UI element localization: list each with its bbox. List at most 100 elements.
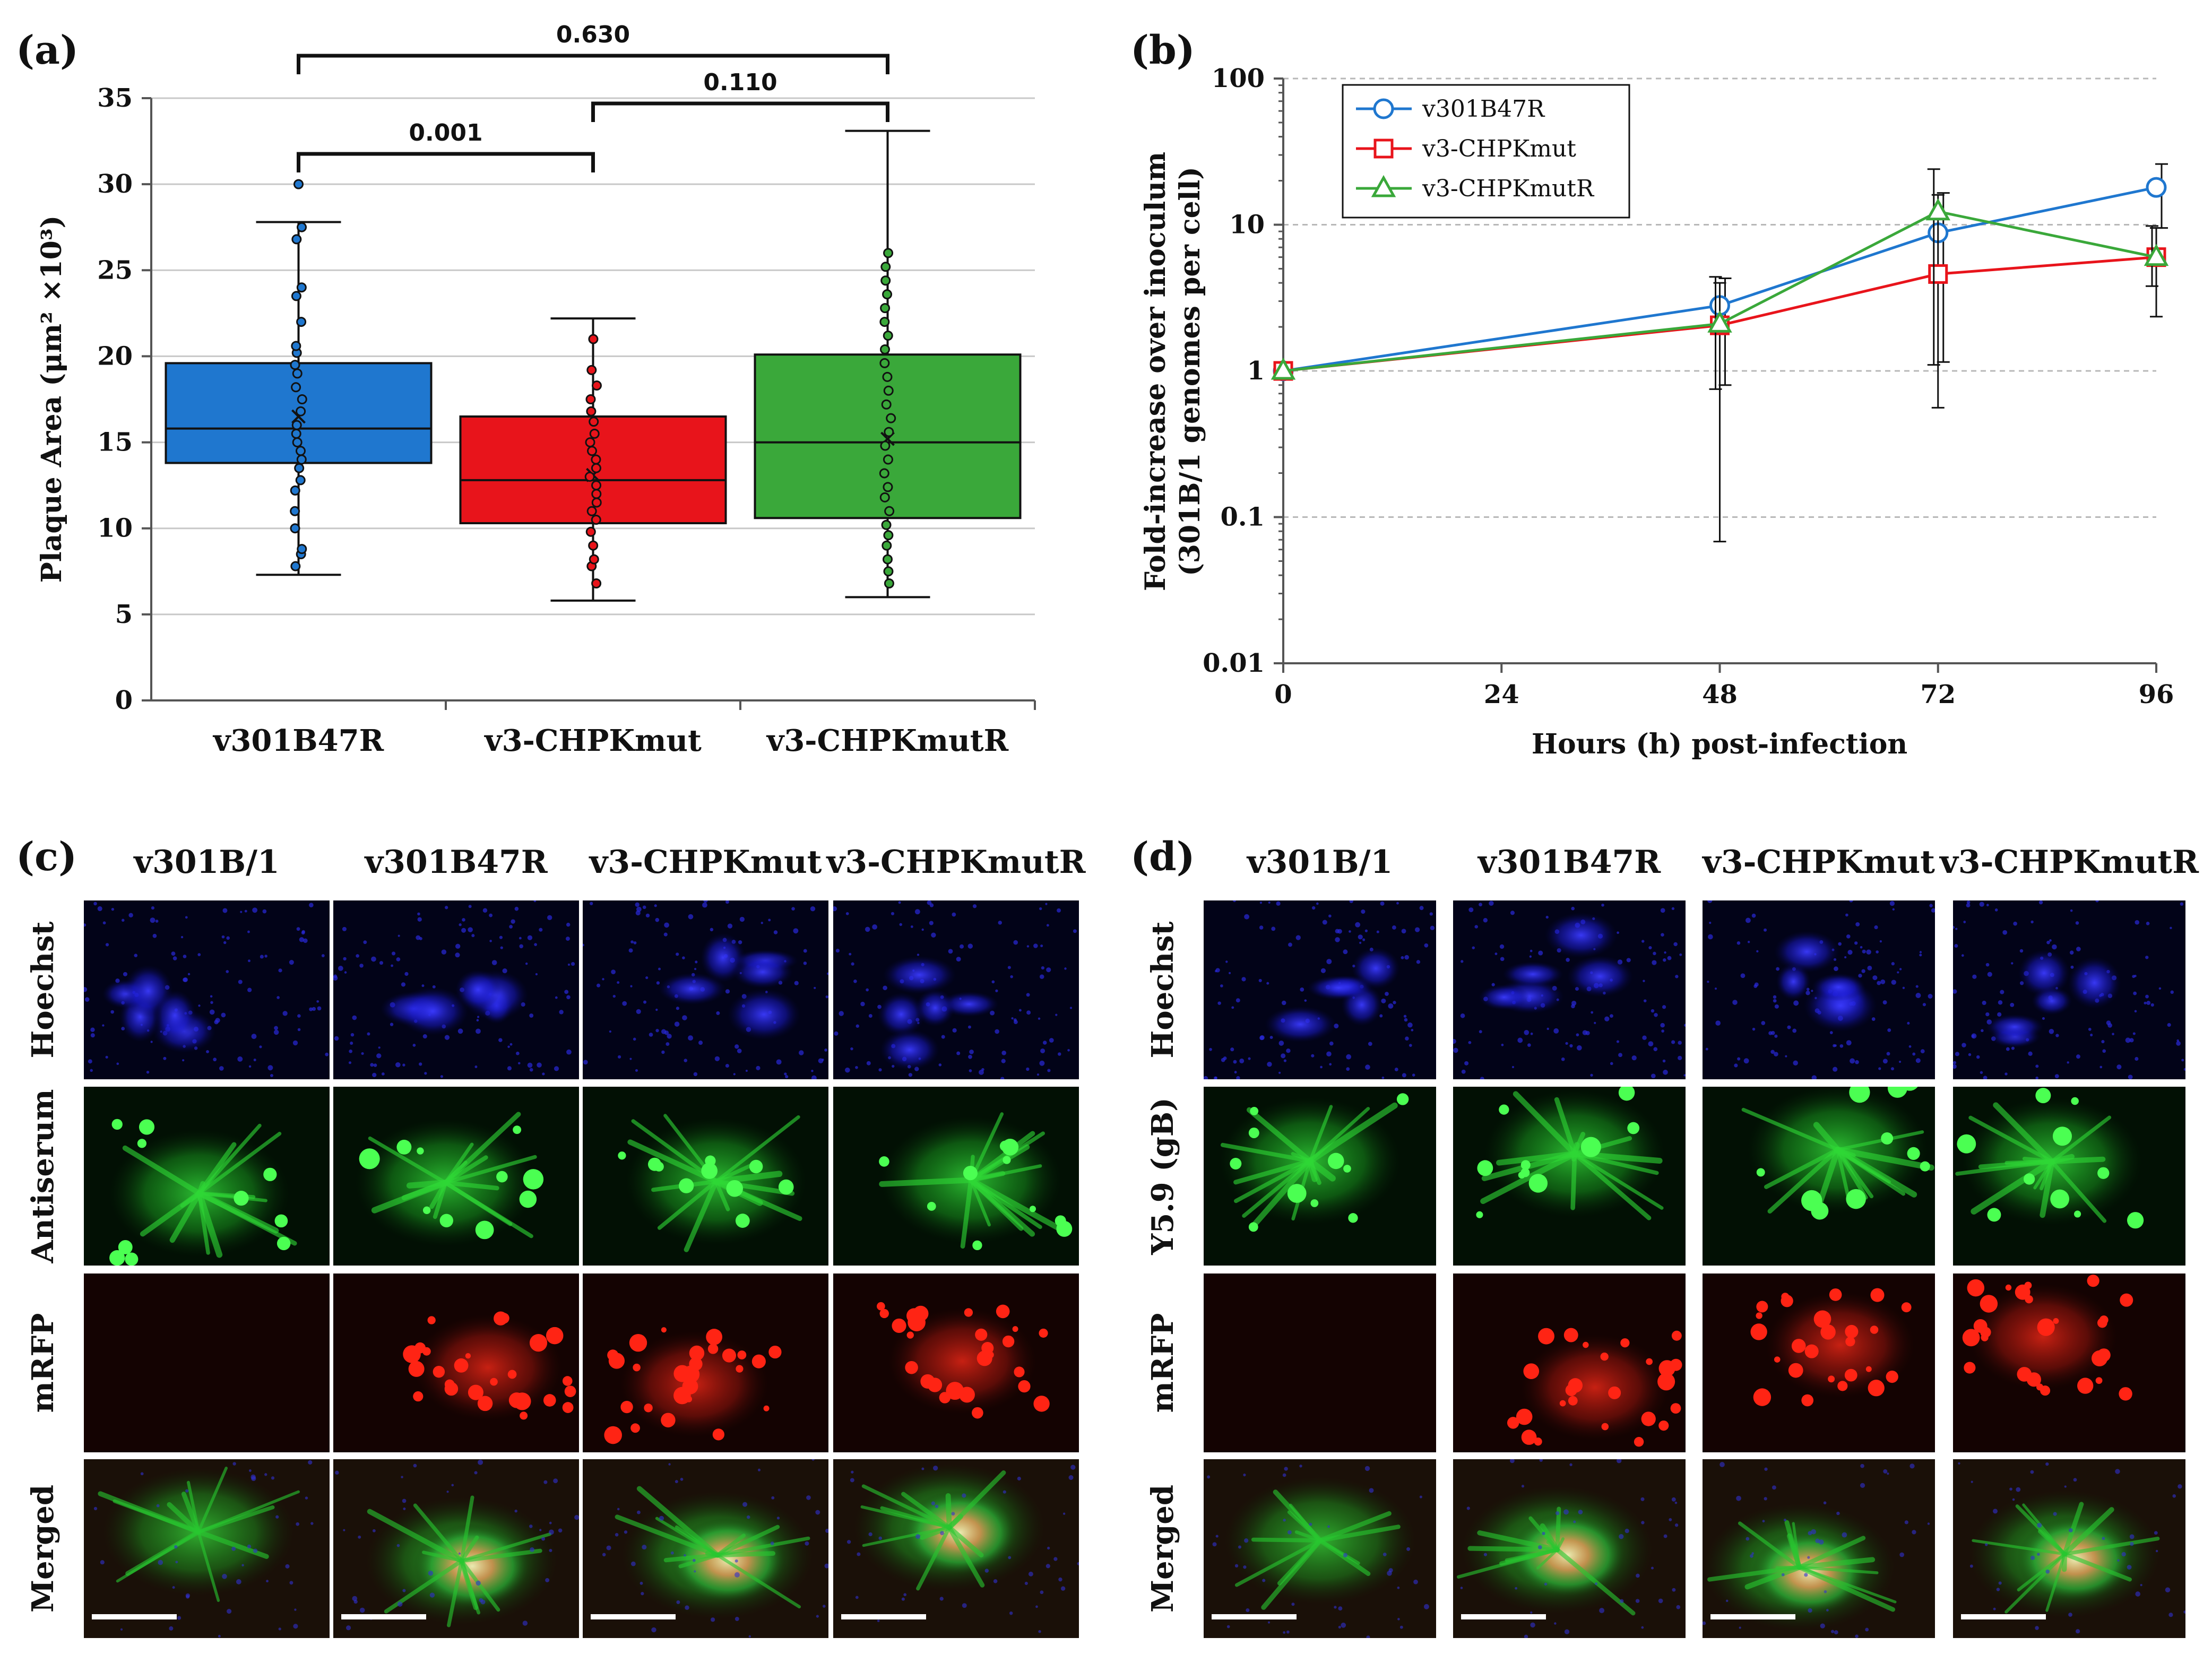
merged-process [1457,1548,1559,1579]
nucleus [737,1049,742,1053]
merged-nucleus [1834,1630,1838,1635]
merged-nucleus [1530,1611,1533,1614]
merged-nucleus [222,1574,227,1579]
nucleus [645,913,650,918]
nucleus [1379,1014,1383,1018]
fluorescent-spot [139,1119,155,1135]
cell-process [169,1190,202,1243]
merged-nucleus [275,1515,279,1519]
merged-nucleus [1746,1537,1750,1541]
merged-nucleus [1912,1530,1916,1535]
merged-nucleus [1003,1490,1006,1494]
merged-process [1798,1565,1879,1574]
nucleus [1642,1035,1647,1040]
merged-process [947,1525,984,1558]
nucleus [1499,944,1505,949]
merged-nucleus [1068,1475,1074,1480]
tile-c-r3-c0 [84,1459,330,1638]
nucleus [1972,974,1977,979]
nucleus [514,906,519,911]
merged-process [98,1491,201,1535]
row-label: Merged [1145,1485,1180,1613]
nucleus [617,1055,621,1059]
nucleus [1846,1040,1852,1046]
tile-d-r0-c1 [1453,900,1686,1079]
p-value-label: 0.630 [556,21,630,48]
data-point [591,380,602,391]
merged-nucleus [2183,1610,2185,1614]
panel-d-microscopy-grid: (d) v301B/1 v301B47R v3-CHPKmut v3-CHPKmutR… [1130,834,2199,1638]
nucleus [2052,944,2057,950]
merged-nucleus [931,1501,936,1505]
merged-nucleus [1958,1462,1960,1465]
mrfp-spot [403,1345,421,1363]
nucleus [967,1025,971,1029]
nucleus [1678,1041,1682,1045]
nucleus [2035,1076,2038,1079]
nucleus [1267,1061,1272,1067]
merged-nucleus [253,1548,258,1553]
nucleus [317,1006,322,1011]
nucleus [1761,1021,1766,1025]
fluorescent-spot [2074,1210,2081,1218]
nucleus [215,1018,220,1023]
category-label: v301B47R [212,723,384,758]
nucleus [152,933,157,938]
merged-process [947,1525,985,1588]
mrfp-spot [1870,1288,1885,1302]
merged-nucleus [308,1460,313,1465]
tile-content [1955,1088,2144,1229]
fluorescent-spot [1520,1168,1530,1177]
nucleus [1866,949,1871,955]
nucleus [90,1027,95,1032]
scale-bar [1710,1614,1795,1619]
merged-process [715,1553,801,1609]
nucleus [116,1062,119,1065]
nucleus [1907,1021,1910,1025]
merged-nucleus [1899,1552,1905,1557]
merged-nucleus [1537,1545,1542,1549]
merged-nucleus [1215,1535,1219,1538]
mrfp-spot [1563,1328,1578,1342]
nucleus [489,940,492,942]
nucleus [1915,993,1921,998]
data-point [297,394,307,404]
nucleus [1545,915,1549,919]
nucleus [417,912,420,916]
nuclei-cluster [1544,912,1618,958]
merged-nucleus [2165,1587,2171,1592]
nucleus [185,916,188,919]
data-point [295,446,306,456]
nucleus [688,914,694,920]
merged-nucleus [694,1570,696,1573]
merged-process [1277,1538,1323,1586]
nucleus [1671,907,1675,911]
nucleus [972,904,977,908]
fluorescent-spot [1887,1087,1907,1098]
nucleus [612,994,616,998]
nucleus [1953,925,1955,929]
row-label: Merged [25,1485,61,1613]
merged-nucleus [247,1544,252,1549]
data-point [881,399,892,410]
nucleus [878,1068,882,1072]
nucleus [714,1056,720,1061]
merged-nucleus [539,1529,542,1531]
x-tick-label: 48 [1702,680,1738,709]
category-label: v3-CHPKmutR [766,723,1009,758]
nucleus [482,908,488,913]
tile-content [877,1302,1050,1419]
panel-b-label: (b) [1130,28,1195,73]
nucleus [2075,921,2079,925]
merged-nucleus [574,1515,579,1520]
nucleus [784,1072,787,1076]
nucleus [1847,950,1853,955]
tile-d-r0-c0 [1204,900,1436,1079]
nucleus [309,903,314,908]
nucleus [1651,1009,1655,1013]
merged-nucleus [271,1476,275,1480]
nucleus [865,926,870,932]
nucleus [1234,1071,1237,1074]
data-point [879,317,890,327]
nucleus [457,1028,463,1034]
